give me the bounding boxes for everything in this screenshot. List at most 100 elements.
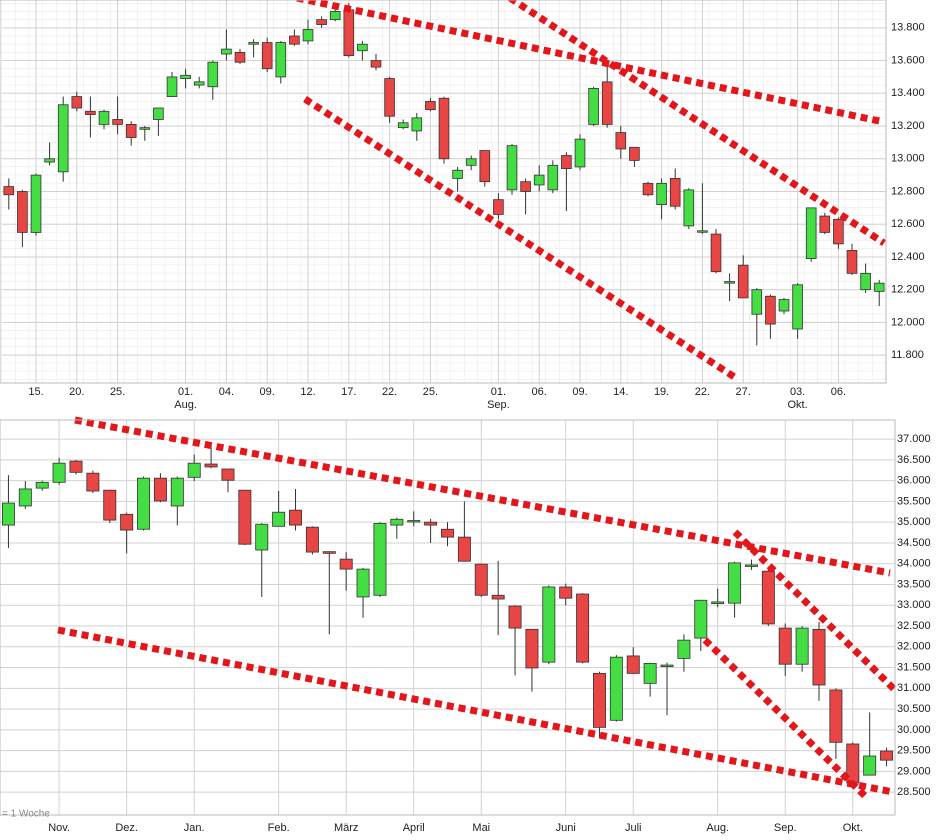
x-month-label: Sep. [487, 399, 510, 411]
x-tick-label: 04. [219, 386, 234, 398]
trendline [296, 0, 885, 126]
x-tick-label: 22. [695, 386, 710, 398]
x-tick-label: März [334, 822, 358, 834]
candle-body [397, 122, 409, 129]
candle-body [533, 174, 545, 186]
candle-body [576, 593, 590, 663]
candle-body [339, 558, 353, 570]
x-tick-label: Nov. [48, 822, 70, 834]
candle-body [542, 586, 556, 663]
candle-body [425, 101, 436, 111]
candle-body [411, 117, 423, 132]
x-tick-label: 14. [613, 386, 628, 398]
x-month-label: Okt. [788, 399, 808, 411]
trendline [702, 637, 868, 799]
candle-body [615, 132, 627, 150]
candle-body [407, 520, 421, 523]
x-tick-label: Sep. [774, 822, 797, 834]
y-tick-label: 35.500 [897, 495, 931, 507]
candle-body [493, 199, 504, 215]
candle-body [474, 563, 488, 596]
candle-body [812, 628, 826, 686]
candle-body [506, 145, 518, 191]
candle-body [390, 518, 404, 526]
candle-body [795, 627, 809, 665]
candle-body [880, 750, 894, 761]
candle-body [792, 284, 803, 330]
candle-body [805, 207, 817, 260]
candle-body [479, 150, 491, 183]
candle-body [3, 186, 15, 196]
candle-body [221, 468, 235, 481]
x-tick-label: 06. [831, 386, 846, 398]
candle-body [860, 272, 871, 291]
candle-body [441, 528, 454, 538]
y-tick-label: 30.000 [897, 724, 931, 736]
x-tick-label: Okt. [843, 822, 863, 834]
y-tick-label: 32.500 [897, 620, 931, 632]
candle-body [170, 477, 184, 507]
candle-body [329, 11, 341, 21]
candle-body [137, 477, 151, 530]
candle-body [778, 299, 790, 312]
candle-body [85, 110, 96, 115]
candle-body [289, 509, 302, 526]
candle-body [153, 107, 164, 120]
x-tick-label: 25. [423, 386, 438, 398]
y-tick-label: 35.000 [897, 516, 931, 528]
candle-body [316, 19, 327, 25]
candle-body [559, 586, 573, 599]
candle-body [248, 42, 259, 45]
candle-body [166, 76, 178, 97]
x-tick-label: 17. [341, 386, 356, 398]
candle-body [86, 472, 100, 492]
candle-body [761, 570, 775, 625]
y-tick-label: 12.400 [891, 251, 925, 263]
candle-body [234, 51, 246, 63]
x-tick-label: Jan. [184, 822, 205, 834]
candle-body [120, 513, 134, 531]
candle-body [357, 43, 368, 52]
candle-body [547, 164, 559, 191]
candle-body [69, 460, 83, 473]
y-tick-label: 34.500 [897, 537, 931, 549]
candle-body [601, 81, 613, 125]
y-tick-label: 30.500 [897, 703, 931, 715]
candle-body [139, 127, 151, 130]
candle-body [1, 502, 15, 526]
y-tick-label: 29.000 [897, 765, 931, 777]
candle-body [744, 564, 758, 567]
y-tick-label: 12.800 [891, 185, 925, 197]
y-tick-label: 36.000 [897, 475, 931, 487]
x-tick-label: April [403, 822, 425, 834]
plot-border [0, 419, 896, 816]
y-tick-label: 31.000 [897, 682, 931, 694]
candle-body [778, 627, 792, 665]
candle-body [677, 639, 691, 659]
y-tick-label: 13.200 [891, 120, 925, 132]
annotation: = 1 Woche [2, 809, 50, 820]
candle-body [180, 74, 191, 79]
x-tick-label: 12. [300, 386, 315, 398]
y-tick-label: 33.000 [897, 599, 931, 611]
x-tick-label: 25. [110, 386, 125, 398]
y-tick-label: 28.500 [897, 786, 931, 798]
x-tick-label: 03. [790, 386, 805, 398]
candle-body [193, 81, 205, 86]
candle-body [465, 158, 477, 166]
candle-body [643, 662, 657, 684]
candle-body [35, 481, 49, 489]
x-tick-label: Aug. [706, 822, 729, 834]
y-tick-label: 11.800 [891, 349, 924, 361]
candle-body [373, 523, 387, 596]
candle-body [305, 526, 319, 553]
y-tick-label: 29.500 [897, 745, 931, 757]
trendline [74, 416, 891, 577]
x-tick-label: 22. [382, 386, 397, 398]
candle-body [710, 233, 722, 273]
candle-body [356, 568, 370, 598]
trendline [57, 626, 894, 796]
x-tick-label: 09. [572, 386, 587, 398]
